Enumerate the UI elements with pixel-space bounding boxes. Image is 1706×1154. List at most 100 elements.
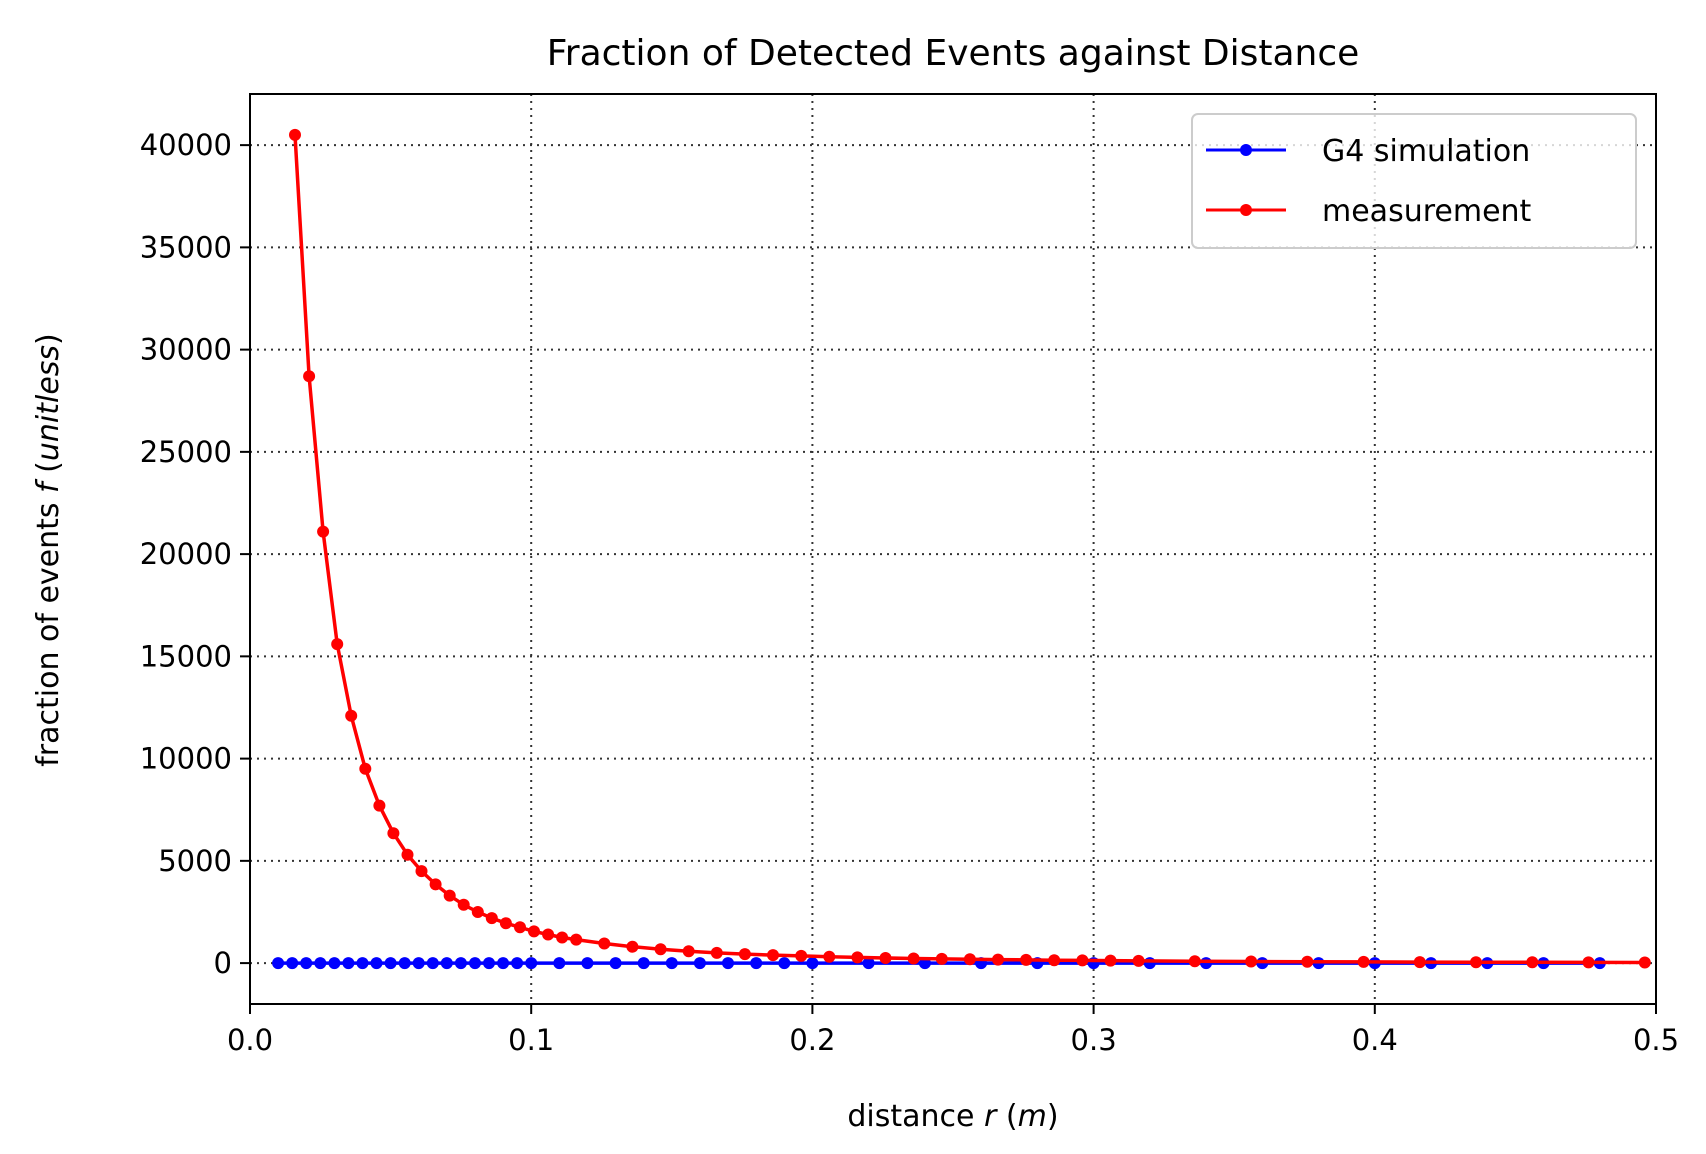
data-point-measurement: [528, 925, 540, 938]
data-point-measurement: [303, 370, 316, 383]
data-point-g4-simulation: [862, 957, 875, 970]
data-point-g4-simulation: [454, 957, 467, 970]
x-tick-label: 0.0: [227, 1023, 273, 1057]
data-point-g4-simulation: [553, 957, 566, 970]
legend-marker-measurement: [1240, 204, 1252, 216]
data-point-g4-simulation: [356, 957, 369, 970]
data-point-measurement: [1301, 955, 1314, 968]
y-tick-label: 30000: [140, 333, 232, 367]
y-axis-label-open: (: [31, 461, 66, 482]
legend-marker-g4-simulation: [1240, 144, 1252, 156]
data-point-measurement: [345, 709, 358, 722]
data-point-measurement: [542, 928, 555, 941]
data-point-measurement: [598, 937, 611, 950]
data-point-g4-simulation: [426, 957, 439, 970]
data-point-g4-simulation: [581, 957, 594, 970]
data-point-measurement: [556, 931, 569, 944]
data-point-g4-simulation: [370, 957, 383, 970]
data-point-measurement: [514, 921, 526, 934]
y-tick-label: 5000: [158, 844, 232, 878]
data-point-g4-simulation: [314, 957, 327, 970]
legend-box: [1191, 113, 1637, 249]
legend: G4 simulation measurement: [1191, 113, 1637, 249]
data-point-g4-simulation: [778, 957, 791, 970]
x-axis-label-variable: r: [984, 1099, 998, 1134]
y-axis-label-text: fraction of events: [31, 493, 66, 767]
x-tick-label: 0.1: [508, 1023, 554, 1057]
data-point-g4-simulation: [342, 957, 355, 970]
data-point-g4-simulation: [1143, 957, 1156, 970]
data-point-measurement: [387, 827, 400, 840]
data-point-measurement: [682, 945, 695, 958]
legend-label-measurement: measurement: [1322, 194, 1532, 229]
data-point-g4-simulation: [722, 957, 734, 970]
data-point-measurement: [1526, 956, 1539, 969]
data-point-measurement: [373, 799, 386, 812]
data-point-measurement: [738, 948, 751, 961]
data-point-g4-simulation: [272, 957, 285, 970]
data-point-measurement: [1413, 956, 1426, 969]
data-point-measurement: [851, 951, 864, 964]
data-point-g4-simulation: [609, 957, 622, 970]
axis-ticks: 0.0 0.1 0.2 0.3 0.4 0.5 0 5000 10000 15000 20000 25…: [140, 128, 1679, 1057]
data-point-measurement: [415, 865, 428, 878]
data-point-g4-simulation: [300, 957, 313, 970]
data-point-g4-simulation: [806, 957, 819, 970]
data-point-measurement: [963, 953, 976, 966]
y-tick-label: 25000: [140, 435, 232, 469]
data-point-measurement: [907, 952, 920, 965]
y-axis-label: fraction of events f (unitless): [31, 333, 66, 767]
data-point-g4-simulation: [1200, 957, 1213, 970]
data-point-measurement: [1020, 953, 1033, 966]
data-point-measurement: [823, 950, 836, 963]
y-tick-label: 20000: [140, 537, 232, 571]
data-point-g4-simulation: [286, 957, 299, 970]
data-point-measurement: [992, 953, 1004, 966]
x-axis-label-unit: m: [1018, 1099, 1047, 1134]
x-tick-label: 0.4: [1352, 1023, 1398, 1057]
data-point-g4-simulation: [328, 957, 341, 970]
data-point-g4-simulation: [440, 957, 453, 970]
data-point-measurement: [795, 949, 808, 962]
chart-title: Fraction of Detected Events against Dist…: [547, 33, 1360, 74]
data-point-measurement: [570, 933, 583, 946]
data-point-measurement: [626, 940, 639, 953]
x-axis-label: distance r (m): [847, 1099, 1058, 1134]
data-point-measurement: [331, 638, 344, 651]
data-point-measurement: [1104, 954, 1117, 967]
y-tick-label: 10000: [140, 742, 232, 776]
data-point-g4-simulation: [637, 957, 650, 970]
series-group: [272, 128, 1651, 970]
x-tick-label: 0.5: [1633, 1023, 1679, 1057]
data-point-measurement: [1470, 956, 1482, 969]
x-tick-label: 0.2: [789, 1023, 835, 1057]
data-point-measurement: [1132, 954, 1145, 967]
data-point-measurement: [359, 762, 372, 775]
data-point-g4-simulation: [412, 957, 425, 970]
data-point-g4-simulation: [497, 957, 510, 970]
data-point-measurement: [1076, 954, 1089, 967]
data-point-measurement: [457, 898, 470, 911]
y-tick-label: 35000: [140, 230, 232, 264]
data-point-measurement: [1638, 956, 1651, 969]
data-point-measurement: [710, 946, 723, 959]
data-point-measurement: [317, 525, 330, 538]
y-axis-label-unit: unitless: [31, 345, 66, 461]
data-point-g4-simulation: [469, 957, 481, 970]
data-point-g4-simulation: [750, 957, 763, 970]
x-tick-label: 0.3: [1071, 1023, 1117, 1057]
data-point-measurement: [401, 848, 414, 861]
data-point-g4-simulation: [398, 957, 411, 970]
y-tick-label: 15000: [140, 639, 232, 673]
data-point-measurement: [654, 943, 667, 956]
data-point-g4-simulation: [483, 957, 495, 970]
data-point-measurement: [1048, 954, 1061, 967]
legend-label-g4-simulation: G4 simulation: [1322, 134, 1530, 169]
data-point-g4-simulation: [693, 957, 706, 970]
data-point-measurement: [499, 917, 512, 930]
data-point-measurement: [879, 952, 892, 964]
y-tick-label: 40000: [140, 128, 232, 162]
data-point-g4-simulation: [665, 957, 678, 970]
data-point-g4-simulation: [384, 957, 397, 970]
